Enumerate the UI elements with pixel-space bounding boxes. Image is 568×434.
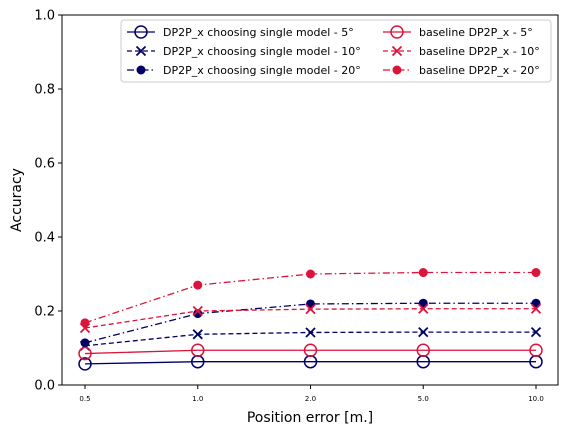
legend-label-3: baseline DP2P_x - 5° — [419, 26, 533, 39]
data-point-s5-0 — [80, 318, 90, 328]
legend-label-5: baseline DP2P_x - 20° — [419, 64, 540, 77]
legend-label-2: DP2P_x choosing single model - 20° — [163, 64, 361, 77]
x-tick-label-2: 2.0 — [305, 395, 316, 403]
data-point-s4-2 — [305, 304, 316, 315]
data-point-s1-2 — [305, 327, 316, 338]
legend-entry-0: DP2P_x choosing single model - 5° — [127, 25, 354, 39]
data-point-s5-2 — [306, 269, 315, 279]
y-tick-label-4: 0.8 — [34, 83, 55, 98]
data-point-s3-2 — [303, 343, 318, 357]
data-point-s3-3 — [416, 343, 430, 357]
legend-marker-2 — [136, 65, 146, 75]
data-point-s5-3 — [418, 268, 428, 278]
legend: DP2P_x choosing single model - 5° DP2P_x … — [120, 19, 552, 83]
data-point-s1-1 — [192, 329, 203, 340]
y-tick-label-3: 0.6 — [34, 157, 55, 172]
series-line-3 — [84, 349, 536, 355]
series-line-4 — [84, 308, 536, 329]
legend-entry-5: baseline DP2P_x - 20° — [383, 64, 540, 77]
x-tick-label-3: 5.0 — [418, 395, 429, 403]
data-point-s5-4 — [531, 268, 541, 278]
y-tick-label-5: 1.0 — [34, 9, 55, 24]
data-point-s0-0 — [78, 357, 92, 371]
data-point-s5-1 — [193, 280, 203, 290]
data-point-s4-1 — [192, 305, 203, 317]
x-tick-label-4: 10.0 — [528, 395, 544, 403]
data-point-s2-4 — [531, 298, 541, 308]
legend-box — [120, 19, 552, 83]
data-point-s4-3 — [418, 303, 429, 314]
y-tick-label-1: 0.2 — [34, 305, 55, 320]
legend-entry-3: baseline DP2P_x - 5° — [383, 25, 533, 39]
series-line-5 — [84, 271, 536, 324]
x-tick-label-1: 1.0 — [192, 395, 203, 403]
plot-area — [78, 268, 543, 371]
legend-entry-4: baseline DP2P_x - 10° — [383, 45, 540, 58]
legend-marker-1 — [135, 45, 147, 57]
series-line-2 — [84, 302, 536, 344]
data-point-s3-4 — [529, 343, 543, 357]
legend-marker-3 — [390, 25, 404, 39]
axes: 0.0 0.2 0.4 0.6 0.8 1.0 0.5 1.0 2.0 5.0 10.0 — [34, 9, 559, 403]
legend-marker-4 — [391, 45, 403, 57]
data-point-s3-1 — [191, 343, 205, 357]
x-axis-title: Position error [m.] — [247, 410, 373, 426]
data-point-s2-3 — [418, 298, 428, 308]
legend-entry-2: DP2P_x choosing single model - 20° — [127, 64, 361, 77]
x-tick-label-0: 0.5 — [79, 395, 90, 403]
data-point-s1-4 — [530, 326, 542, 338]
legend-entry-1: DP2P_x choosing single model - 10° — [127, 45, 361, 58]
legend-label-0: DP2P_x choosing single model - 5° — [163, 26, 354, 39]
y-tick-label-2: 0.4 — [34, 231, 55, 246]
y-axis-title: Accuracy — [9, 168, 25, 232]
legend-label-4: baseline DP2P_x - 10° — [419, 45, 540, 58]
legend-label-1: DP2P_x choosing single model - 10° — [163, 45, 361, 58]
legend-marker-0 — [134, 25, 148, 39]
y-tick-label-0: 0.0 — [34, 379, 55, 394]
data-point-s1-3 — [418, 326, 429, 338]
data-point-s4-4 — [530, 303, 542, 314]
data-point-s3-0 — [78, 346, 92, 361]
series-line-0 — [84, 361, 536, 365]
data-point-s2-0 — [80, 338, 90, 348]
legend-marker-5 — [392, 65, 402, 75]
